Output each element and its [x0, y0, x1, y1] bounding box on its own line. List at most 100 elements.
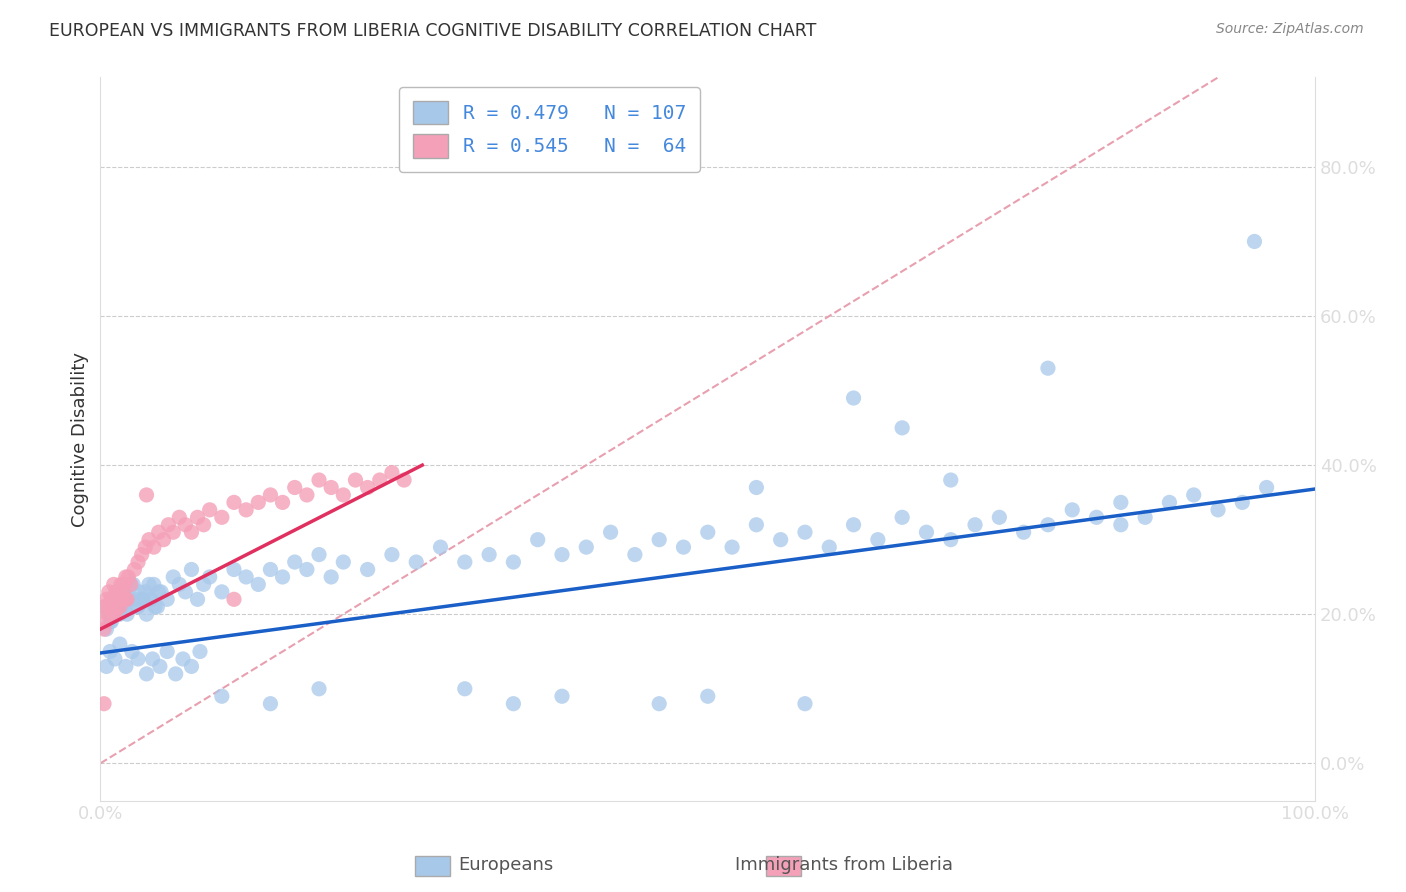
- Point: [142, 652, 165, 666]
- Point: [100, 615, 122, 629]
- Point: [98, 599, 121, 614]
- Point: [502, 697, 524, 711]
- Point: [162, 570, 184, 584]
- Point: [148, 585, 170, 599]
- Point: [842, 391, 865, 405]
- Point: [100, 592, 122, 607]
- Point: [818, 540, 841, 554]
- Point: [142, 540, 165, 554]
- Point: [124, 592, 146, 607]
- Point: [1243, 235, 1265, 249]
- Point: [107, 592, 129, 607]
- Point: [308, 548, 330, 562]
- Point: [939, 533, 962, 547]
- Point: [101, 592, 124, 607]
- Point: [128, 585, 150, 599]
- Point: [186, 510, 208, 524]
- Point: [124, 562, 146, 576]
- Point: [648, 533, 671, 547]
- Point: [103, 607, 125, 622]
- Point: [138, 577, 160, 591]
- Point: [1085, 510, 1108, 524]
- Point: [115, 570, 138, 584]
- Point: [526, 533, 548, 547]
- Point: [127, 599, 149, 614]
- Point: [551, 690, 574, 704]
- Point: [769, 533, 792, 547]
- Point: [271, 570, 294, 584]
- Point: [100, 592, 122, 607]
- Point: [939, 473, 962, 487]
- Point: [247, 577, 270, 591]
- Point: [169, 510, 191, 524]
- Point: [104, 607, 127, 622]
- Point: [172, 652, 194, 666]
- Point: [120, 577, 142, 591]
- Point: [105, 585, 128, 599]
- Point: [1109, 517, 1132, 532]
- Point: [842, 517, 865, 532]
- Point: [1012, 525, 1035, 540]
- Point: [110, 577, 132, 591]
- Point: [131, 592, 153, 607]
- Point: [222, 495, 245, 509]
- Point: [321, 570, 343, 584]
- Point: [235, 503, 257, 517]
- Point: [295, 488, 318, 502]
- Point: [103, 599, 125, 614]
- Point: [111, 592, 134, 607]
- Point: [105, 585, 128, 599]
- Point: [94, 615, 117, 629]
- Point: [478, 548, 501, 562]
- Point: [93, 599, 115, 614]
- Point: [174, 517, 197, 532]
- Point: [915, 525, 938, 540]
- Point: [188, 644, 211, 658]
- Point: [165, 666, 187, 681]
- Point: [93, 622, 115, 636]
- Point: [198, 503, 221, 517]
- Point: [104, 607, 127, 622]
- Point: [98, 644, 121, 658]
- Point: [93, 697, 115, 711]
- Text: EUROPEAN VS IMMIGRANTS FROM LIBERIA COGNITIVE DISABILITY CORRELATION CHART: EUROPEAN VS IMMIGRANTS FROM LIBERIA COGN…: [49, 22, 817, 40]
- Point: [794, 697, 817, 711]
- Point: [108, 599, 131, 614]
- Point: [308, 681, 330, 696]
- Point: [138, 533, 160, 547]
- Point: [103, 577, 125, 591]
- Point: [112, 585, 135, 599]
- Point: [891, 510, 914, 524]
- Point: [134, 585, 156, 599]
- Point: [132, 592, 155, 607]
- Point: [115, 607, 138, 622]
- Point: [551, 548, 574, 562]
- Point: [745, 481, 768, 495]
- Point: [988, 510, 1011, 524]
- Point: [454, 681, 477, 696]
- Point: [112, 577, 135, 591]
- Point: [139, 592, 162, 607]
- Point: [392, 473, 415, 487]
- Legend: R = 0.479   N = 107, R = 0.545   N =  64: R = 0.479 N = 107, R = 0.545 N = 64: [399, 87, 700, 171]
- Point: [198, 570, 221, 584]
- Point: [180, 659, 202, 673]
- Point: [454, 555, 477, 569]
- Point: [156, 644, 179, 658]
- Point: [356, 562, 378, 576]
- Point: [332, 555, 354, 569]
- Point: [111, 599, 134, 614]
- Point: [162, 525, 184, 540]
- Point: [108, 637, 131, 651]
- Point: [222, 592, 245, 607]
- Point: [97, 585, 120, 599]
- Point: [794, 525, 817, 540]
- Point: [721, 540, 744, 554]
- Point: [1182, 488, 1205, 502]
- Point: [575, 540, 598, 554]
- Point: [211, 510, 233, 524]
- Point: [110, 592, 132, 607]
- Point: [259, 697, 281, 711]
- Point: [115, 659, 138, 673]
- Point: [97, 599, 120, 614]
